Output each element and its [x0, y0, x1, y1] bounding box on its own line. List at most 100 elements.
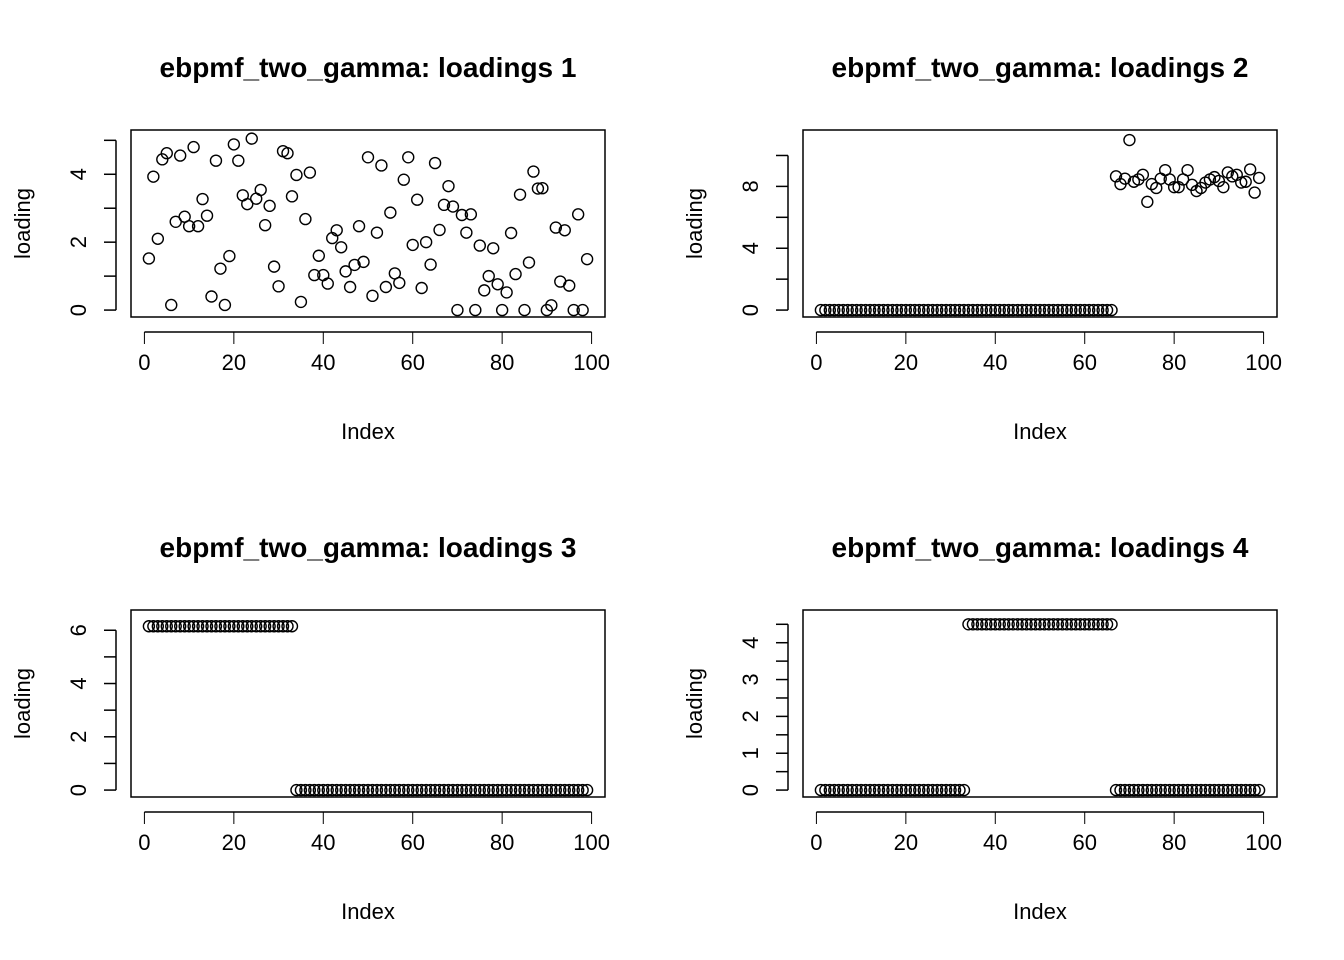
data-point — [142, 620, 156, 633]
y-tick-label: 1 — [738, 747, 763, 759]
data-point — [250, 620, 263, 633]
data-point — [837, 303, 850, 317]
data-point — [828, 303, 841, 317]
y-axis-label: loading — [10, 188, 35, 259]
data-point — [580, 783, 594, 797]
data-point — [160, 620, 173, 633]
data-point — [352, 783, 366, 797]
data-point — [165, 298, 178, 312]
data-point — [182, 220, 196, 233]
data-point — [258, 218, 272, 232]
data-point — [455, 783, 469, 797]
x-tick-label: 40 — [983, 830, 1007, 855]
y-tick-label: 0 — [66, 304, 91, 316]
data-point — [536, 181, 549, 195]
y-tick-label: 2 — [66, 236, 91, 248]
data-point — [384, 206, 397, 219]
data-point — [281, 147, 294, 160]
data-point — [258, 620, 272, 633]
data-point — [1096, 303, 1109, 317]
data-point — [469, 303, 482, 317]
data-point — [200, 620, 214, 633]
y-tick-label: 2 — [66, 731, 91, 743]
data-point — [317, 783, 330, 797]
data-point — [527, 165, 540, 178]
data-point — [241, 620, 254, 633]
data-point — [339, 265, 352, 278]
data-point — [1042, 618, 1056, 631]
data-point — [504, 226, 518, 240]
data-point — [926, 783, 939, 797]
data-point — [361, 151, 375, 164]
data-point — [1141, 783, 1154, 797]
data-point — [1136, 168, 1150, 182]
data-point — [948, 783, 962, 797]
data-point — [859, 783, 872, 797]
data-point — [1011, 303, 1024, 317]
chart-title: ebpmf_two_gamma: loadings 4 — [832, 532, 1249, 563]
y-tick-label: 0 — [738, 784, 763, 796]
y-tick-label: 3 — [738, 673, 763, 685]
x-tick-label: 80 — [490, 830, 514, 855]
data-point — [500, 286, 513, 299]
data-point — [872, 303, 886, 317]
data-point — [1109, 783, 1123, 797]
x-axis-label: Index — [341, 419, 395, 444]
data-point — [504, 783, 518, 797]
data-point — [330, 224, 343, 237]
data-point — [402, 151, 415, 164]
data-point — [299, 212, 312, 226]
data-point — [509, 783, 522, 797]
data-point — [1015, 303, 1029, 317]
data-point — [361, 783, 375, 797]
data-point — [267, 260, 281, 273]
data-point — [1252, 783, 1266, 797]
data-point — [993, 618, 1006, 631]
data-point — [437, 783, 451, 797]
data-point — [312, 249, 326, 262]
data-point — [1141, 195, 1154, 209]
data-point — [1029, 303, 1042, 317]
data-point — [1024, 618, 1038, 631]
data-point — [1208, 783, 1221, 797]
data-point — [478, 783, 491, 797]
data-point — [1172, 783, 1185, 797]
chart-title: ebpmf_two_gamma: loadings 1 — [160, 52, 577, 83]
data-point — [962, 303, 975, 317]
data-point — [1163, 783, 1176, 797]
data-point — [984, 618, 998, 631]
x-tick-label: 40 — [311, 350, 335, 375]
data-point — [169, 620, 182, 633]
data-point — [576, 783, 589, 797]
data-point — [1069, 618, 1082, 631]
data-point — [576, 303, 589, 317]
data-point — [254, 183, 267, 197]
x-tick-label: 80 — [1162, 830, 1186, 855]
data-point — [913, 783, 926, 797]
plot-frame — [802, 609, 1278, 798]
data-point — [227, 138, 241, 151]
data-point — [531, 182, 545, 195]
x-tick-label: 60 — [400, 830, 424, 855]
data-point — [178, 620, 191, 633]
data-point — [285, 190, 299, 203]
data-point — [442, 179, 455, 193]
data-point — [1074, 303, 1087, 317]
data-point — [348, 258, 361, 272]
data-point — [267, 620, 281, 633]
data-point — [218, 298, 232, 312]
data-point — [326, 783, 339, 797]
data-point — [209, 154, 223, 167]
data-point — [1118, 783, 1132, 797]
data-point — [442, 783, 455, 797]
data-point — [160, 147, 173, 160]
data-point — [464, 208, 478, 221]
y-axis-label: loading — [682, 668, 707, 739]
data-point — [1024, 303, 1038, 317]
data-point — [1056, 303, 1069, 317]
data-point — [312, 783, 326, 797]
data-point — [953, 783, 966, 797]
data-point — [944, 783, 957, 797]
data-point — [845, 303, 859, 317]
